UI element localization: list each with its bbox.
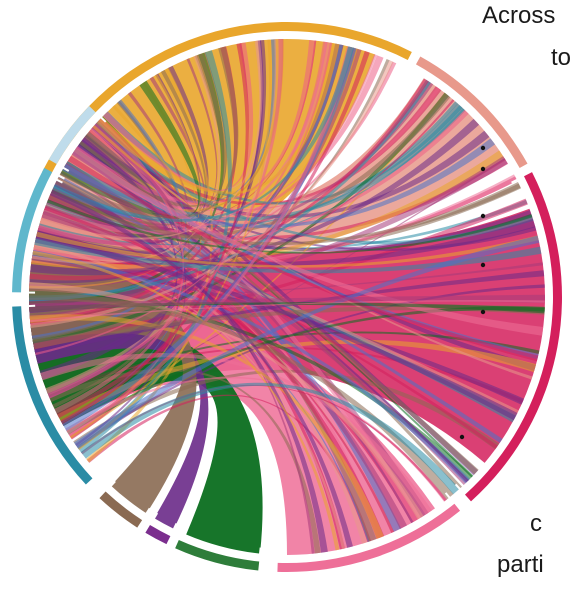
- chord-inner-arcs: [27, 64, 520, 557]
- thin-chord: [103, 40, 265, 191]
- thin-chord: [40, 353, 432, 515]
- thin-chord: [76, 144, 537, 251]
- thin-chord: [60, 80, 201, 219]
- outer-ring-segment: [99, 491, 143, 528]
- chord-outer-ring: [12, 22, 562, 572]
- group-separator: [96, 468, 104, 476]
- heading-fragment-line1: Across: [482, 2, 556, 29]
- thin-chord: [77, 50, 232, 453]
- group-separator: [99, 115, 107, 123]
- group-separator: [506, 170, 515, 176]
- group-separator: [511, 178, 520, 184]
- outer-ring-segment: [12, 167, 53, 293]
- group-separator: [61, 166, 70, 172]
- thin-chord: [31, 55, 221, 264]
- group-separator: [54, 178, 63, 184]
- caption-fragment-line2: parti: [497, 551, 544, 578]
- group-separator: [152, 512, 159, 521]
- bullet-dot: [459, 434, 465, 440]
- group-separator: [180, 526, 186, 535]
- thin-chord: [34, 270, 545, 356]
- thin-chord: [32, 250, 340, 551]
- thin-chord: [36, 231, 539, 268]
- bullet-points: [459, 145, 486, 440]
- outer-ring-segment: [277, 503, 461, 572]
- thin-chord: [83, 133, 479, 475]
- outer-ring-segment: [415, 56, 528, 169]
- thin-chord: [47, 39, 284, 399]
- thin-chord: [30, 300, 545, 323]
- thin-chord: [29, 79, 431, 302]
- bullet-dot: [480, 145, 486, 151]
- group-separator: [444, 492, 452, 500]
- thin-chord: [48, 368, 321, 554]
- thin-chord: [74, 76, 205, 210]
- bullet-dot: [480, 262, 486, 268]
- outer-ring-segment: [175, 540, 260, 571]
- thin-chord: [48, 181, 521, 246]
- outer-ring-segment: [145, 525, 171, 545]
- caption-fragment-line1: c: [530, 510, 542, 537]
- group-separator: [108, 480, 116, 488]
- bullet-dot: [480, 213, 486, 219]
- chord-ribbons: [28, 39, 545, 555]
- thin-chord: [81, 130, 490, 219]
- thin-chord: [34, 237, 542, 274]
- group-separator: [400, 64, 406, 73]
- group-separator: [172, 523, 178, 532]
- group-separator: [454, 483, 462, 491]
- outer-ring-segment: [41, 22, 412, 177]
- thin-chord: [29, 294, 545, 312]
- thin-chord: [35, 42, 333, 356]
- group-separator: [408, 69, 414, 78]
- heading-fragment-line2: to: [551, 44, 572, 71]
- outer-ring-segment: [48, 105, 96, 164]
- outer-ring-segment: [12, 306, 93, 485]
- thin-chord: [73, 369, 500, 450]
- group-separator: [144, 507, 151, 516]
- group-separator: [56, 174, 65, 180]
- bullet-dot: [480, 166, 486, 172]
- thin-chord: [41, 122, 180, 243]
- thin-chord: [66, 306, 545, 435]
- ribbon-purple: [29, 297, 209, 529]
- group-separator: [258, 547, 262, 556]
- thin-chord: [35, 230, 518, 421]
- bullet-dot: [480, 309, 486, 315]
